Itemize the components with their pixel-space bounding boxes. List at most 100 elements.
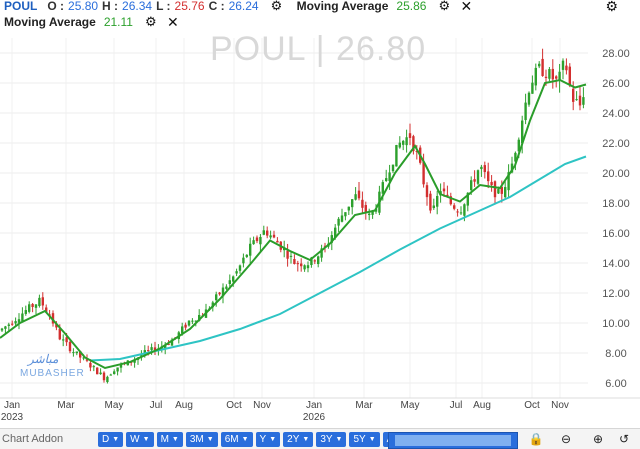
gear-icon[interactable]: ⚙ — [438, 0, 451, 13]
candle — [459, 206, 463, 216]
candle-body — [544, 76, 548, 79]
moving-average-fast-line — [0, 78, 587, 370]
range-button-3m[interactable]: 3M ▼ — [185, 431, 218, 447]
range-button-3y[interactable]: 3Y ▼ — [316, 431, 347, 447]
candle-body — [334, 227, 337, 238]
x-tick-label: Nov — [551, 400, 569, 411]
candle — [24, 305, 27, 316]
zoom-in-icon[interactable]: ⊕ — [592, 432, 604, 446]
candle-body — [34, 304, 38, 308]
gear-icon[interactable]: ⚙ — [144, 14, 157, 29]
candle-body — [412, 136, 415, 152]
candle-body — [79, 351, 82, 358]
candle-body — [31, 304, 34, 308]
candle — [425, 182, 429, 206]
settings-gear-icon[interactable]: ⚙ — [605, 0, 618, 14]
candle — [255, 235, 259, 244]
symbol-label: POUL — [4, 0, 38, 13]
y-tick-label: 28.00 — [602, 48, 630, 60]
candle-body — [504, 187, 507, 198]
range-button-y[interactable]: Y ▼ — [255, 431, 281, 447]
range-button-5y[interactable]: 5Y ▼ — [349, 431, 380, 447]
range-slider[interactable] — [388, 432, 518, 449]
candle-body — [272, 234, 276, 238]
candle-body — [534, 67, 537, 86]
candle-body — [153, 347, 157, 352]
candle — [351, 199, 354, 215]
candle — [28, 301, 31, 314]
candle — [456, 208, 459, 217]
range-slider-thumb[interactable] — [395, 435, 511, 446]
price-chart[interactable]: 28.00 26.00 24.00 22.00 20.00 18.00 16.00 14.00… — [0, 0, 640, 428]
chart-addon-label[interactable]: Chart Addon — [2, 433, 64, 445]
range-button-label: 2Y — [287, 433, 300, 445]
candle — [524, 93, 527, 125]
candle — [184, 322, 187, 331]
range-button-6m[interactable]: 6M ▼ — [220, 431, 253, 447]
candle — [96, 367, 99, 375]
candle — [238, 264, 242, 274]
chevron-down-icon: ▼ — [302, 435, 310, 443]
candle-body — [361, 199, 364, 208]
candle — [272, 230, 276, 239]
year-label: 2023 — [1, 412, 24, 423]
zoom-out-icon[interactable]: ⊖ — [560, 432, 572, 446]
y-tick-label: 12.00 — [602, 288, 630, 300]
candle-body — [388, 172, 391, 182]
logo-latin-text: MUBASHER — [20, 368, 85, 379]
candle-body — [538, 63, 541, 67]
candle-body — [313, 260, 316, 262]
x-tick-label: Jan — [4, 400, 20, 411]
candle-body — [14, 321, 17, 324]
gear-icon[interactable]: ⚙ — [270, 0, 283, 13]
candle-body — [456, 211, 459, 213]
close-icon[interactable]: ✕ — [460, 0, 473, 14]
range-button-d[interactable]: D ▼ — [98, 431, 124, 447]
candle — [259, 234, 262, 253]
candle — [504, 179, 507, 199]
candle — [480, 164, 483, 177]
y-tick-label: 14.00 — [602, 258, 630, 270]
y-tick-label: 6.00 — [605, 378, 626, 390]
ma2-value: 21.11 — [103, 15, 133, 29]
candle — [320, 244, 323, 262]
range-button-2y[interactable]: 2Y ▼ — [283, 431, 314, 447]
candle-body — [45, 307, 48, 312]
candle-body — [510, 163, 514, 173]
chevron-down-icon: ▼ — [368, 435, 376, 443]
candle — [487, 162, 490, 189]
candle — [558, 63, 561, 93]
candle — [221, 283, 225, 304]
candle — [269, 230, 272, 240]
candle — [578, 86, 582, 111]
candle — [521, 115, 524, 154]
x-tick-label: Mar — [355, 400, 373, 411]
candle-body — [442, 188, 446, 192]
close-icon[interactable]: ✕ — [166, 14, 179, 30]
candle — [289, 251, 293, 264]
range-button-m[interactable]: M ▼ — [156, 431, 183, 447]
candle-body — [11, 323, 14, 325]
candle-body — [480, 166, 483, 170]
candle-body — [463, 204, 466, 216]
range-button-w[interactable]: W ▼ — [126, 431, 154, 447]
candle — [266, 226, 269, 239]
candle-body — [55, 323, 58, 328]
candle-body — [524, 102, 527, 121]
candle-body — [262, 230, 265, 235]
candle-body — [235, 271, 238, 274]
candle-body — [551, 68, 554, 80]
candle-body — [276, 240, 279, 243]
candle-body — [517, 139, 520, 152]
lock-icon[interactable]: 🔒 — [528, 432, 544, 446]
candle-body — [453, 205, 456, 209]
y-tick-label: 16.00 — [602, 228, 630, 240]
candle — [68, 340, 72, 354]
reset-icon[interactable]: ↺ — [618, 432, 630, 446]
candle-body — [449, 196, 452, 205]
candle-body — [300, 263, 303, 267]
candle-body — [415, 151, 418, 153]
candle — [337, 217, 340, 232]
candle — [109, 373, 112, 376]
